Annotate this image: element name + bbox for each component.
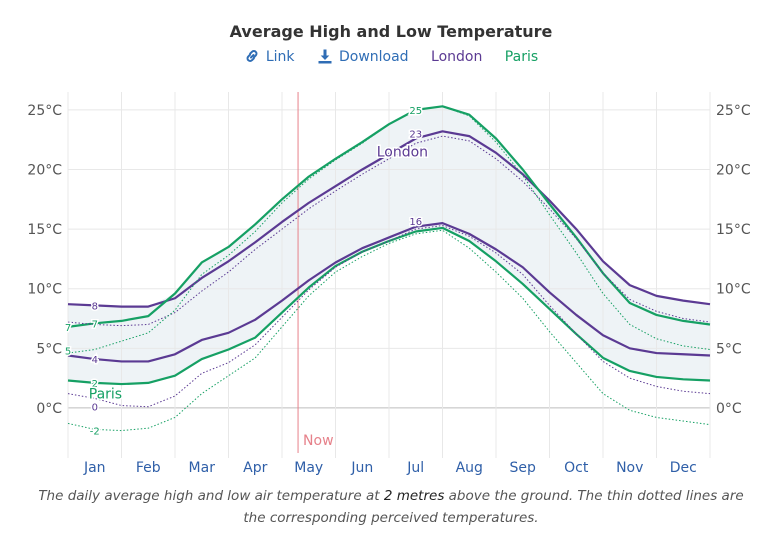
link-label: Link <box>265 49 295 65</box>
caption-post: above the ground. The thin dotted lines … <box>243 488 744 526</box>
x-tick-label: Jul <box>406 460 424 476</box>
y-tick-label-left: 0°C <box>36 401 62 417</box>
chart-title: Average High and Low Temperature <box>229 22 553 41</box>
x-tick-label: Mar <box>189 460 216 476</box>
legend-paris[interactable]: Paris <box>504 48 539 65</box>
data-label: 23 <box>409 130 422 141</box>
caption-emphasis: 2 metres <box>383 488 445 504</box>
series-label: Paris <box>89 387 122 403</box>
x-tick-label: Nov <box>616 460 643 476</box>
y-tick-label-left: 20°C <box>27 162 62 178</box>
y-tick-label-right: 25°C <box>716 103 751 119</box>
london-high-perceived-line <box>67 135 711 327</box>
data-label: -2 <box>90 427 100 438</box>
download-label: Download <box>338 49 409 65</box>
data-label: 7 <box>65 323 71 334</box>
series-label: London <box>377 145 428 161</box>
data-label: 4 <box>92 355 98 366</box>
y-tick-label-right: 5°C <box>716 341 742 357</box>
chart-caption: The daily average high and low air tempe… <box>30 485 752 529</box>
data-label: 16 <box>409 217 422 228</box>
paris-high-perceived-line <box>67 105 711 354</box>
data-label: 8 <box>92 301 98 312</box>
x-tick-label: Sep <box>510 460 537 476</box>
caption-pre: The daily average high and low air tempe… <box>38 488 384 504</box>
y-tick-label-right: 10°C <box>716 282 751 298</box>
y-tick-label-left: 5°C <box>36 341 62 357</box>
paris-low-perceived-line <box>67 229 711 432</box>
y-tick-label-left: 10°C <box>27 282 62 298</box>
download-button[interactable]: Download <box>317 49 409 65</box>
y-tick-label-right: 20°C <box>716 162 751 178</box>
x-tick-label: Feb <box>136 460 161 476</box>
y-tick-label-right: 15°C <box>716 222 751 238</box>
paris-low-line <box>67 226 711 386</box>
x-tick-label: Dec <box>670 460 697 476</box>
y-tick-label-right: 0°C <box>716 401 742 417</box>
london-high-line <box>67 130 711 308</box>
data-label: 25 <box>409 106 422 117</box>
link-button[interactable]: Link <box>244 49 295 65</box>
x-tick-label: Jun <box>350 460 373 476</box>
data-label: 7 <box>92 319 98 330</box>
x-tick-label: Aug <box>456 460 483 476</box>
y-tick-label-left: 15°C <box>27 222 62 238</box>
x-tick-label: Oct <box>564 460 589 476</box>
chart-toolbar: Link Download London Paris <box>0 48 782 65</box>
now-marker-label: Now <box>303 433 334 449</box>
x-tick-label: Apr <box>243 460 267 476</box>
data-label: 2 <box>92 379 98 390</box>
x-tick-label: Jan <box>83 460 106 476</box>
data-label: 5 <box>65 347 71 358</box>
download-icon <box>318 49 332 64</box>
link-icon <box>246 50 258 62</box>
y-tick-label-left: 25°C <box>27 103 62 119</box>
legend-london[interactable]: London <box>431 48 483 65</box>
london-low-line <box>67 222 711 363</box>
x-tick-label: May <box>294 460 323 476</box>
data-label: 0 <box>92 403 98 414</box>
